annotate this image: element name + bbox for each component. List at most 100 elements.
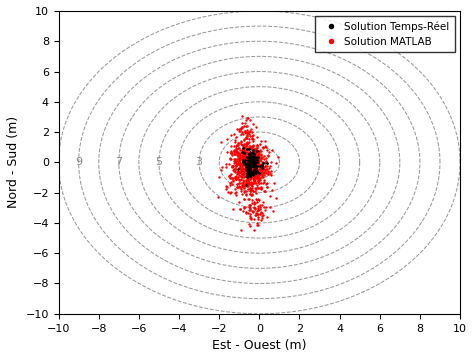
Point <box>249 164 257 169</box>
Point <box>245 181 252 187</box>
Point <box>240 189 248 195</box>
Point <box>233 149 241 155</box>
Point <box>241 168 248 173</box>
Point <box>250 164 257 169</box>
Point <box>241 158 249 164</box>
Point <box>240 174 247 180</box>
Point <box>236 169 243 175</box>
Point <box>255 162 263 167</box>
Point <box>257 185 265 191</box>
Point <box>248 160 255 165</box>
Point <box>233 148 240 154</box>
Point <box>253 142 260 148</box>
Point <box>252 161 259 167</box>
Point <box>236 155 243 161</box>
Point <box>242 154 249 159</box>
Point <box>246 168 253 173</box>
Point <box>237 167 245 173</box>
Point <box>246 151 254 157</box>
Point <box>268 147 276 153</box>
Point <box>239 156 247 162</box>
Point <box>257 154 265 159</box>
Point <box>263 184 270 190</box>
Point <box>259 145 266 150</box>
Point <box>250 146 258 152</box>
Point <box>244 163 252 169</box>
Point <box>238 153 246 158</box>
Point <box>251 185 259 191</box>
Point <box>233 171 241 177</box>
Point <box>255 161 263 167</box>
Point <box>244 160 252 166</box>
Point <box>226 175 234 181</box>
Point <box>237 163 245 168</box>
Point <box>229 163 237 169</box>
Point <box>248 155 256 160</box>
Point <box>251 163 259 168</box>
Point <box>256 163 264 168</box>
Point <box>249 142 256 148</box>
Point <box>254 211 261 217</box>
Point <box>254 216 262 222</box>
Point <box>246 153 253 159</box>
Point <box>252 148 260 154</box>
Point <box>241 171 248 176</box>
Point <box>239 167 246 173</box>
Point <box>251 160 258 165</box>
Point <box>238 162 246 168</box>
Point <box>246 174 253 180</box>
Point <box>247 173 255 179</box>
Point <box>243 146 250 151</box>
Point <box>250 227 258 233</box>
Point <box>239 158 246 163</box>
Point <box>246 202 254 208</box>
Point <box>243 133 251 139</box>
Point <box>255 148 262 154</box>
Point <box>227 150 234 156</box>
Point <box>251 172 259 178</box>
Point <box>262 155 270 161</box>
Point <box>229 176 237 181</box>
Point <box>246 171 254 177</box>
Point <box>245 173 252 178</box>
Point <box>265 149 273 155</box>
Point <box>243 132 250 138</box>
Point <box>245 172 253 178</box>
Point <box>241 160 248 166</box>
Point <box>255 172 263 178</box>
Point <box>254 171 261 177</box>
Point <box>252 173 260 179</box>
Point <box>246 176 254 182</box>
Point <box>251 152 259 158</box>
Point <box>252 186 260 192</box>
Point <box>256 177 264 183</box>
Point <box>245 179 253 185</box>
Point <box>247 215 255 221</box>
Point <box>237 153 244 159</box>
Point <box>245 221 253 227</box>
Point <box>231 159 239 165</box>
Point <box>241 120 249 126</box>
Point <box>253 161 261 167</box>
Point <box>233 169 241 175</box>
Point <box>248 174 256 180</box>
Point <box>248 192 256 198</box>
Point <box>246 167 254 173</box>
Point <box>249 167 256 172</box>
Point <box>246 163 254 169</box>
Point <box>249 132 257 137</box>
Point <box>243 163 251 169</box>
Point <box>234 166 242 172</box>
Point <box>243 160 250 166</box>
Point <box>249 138 257 144</box>
Point <box>252 165 259 171</box>
Point <box>244 179 252 185</box>
Point <box>249 188 256 194</box>
Point <box>249 160 256 166</box>
Point <box>263 214 271 220</box>
Point <box>248 201 255 206</box>
Point <box>242 161 249 167</box>
Point <box>249 158 257 163</box>
Point <box>246 163 254 169</box>
Point <box>234 142 241 148</box>
